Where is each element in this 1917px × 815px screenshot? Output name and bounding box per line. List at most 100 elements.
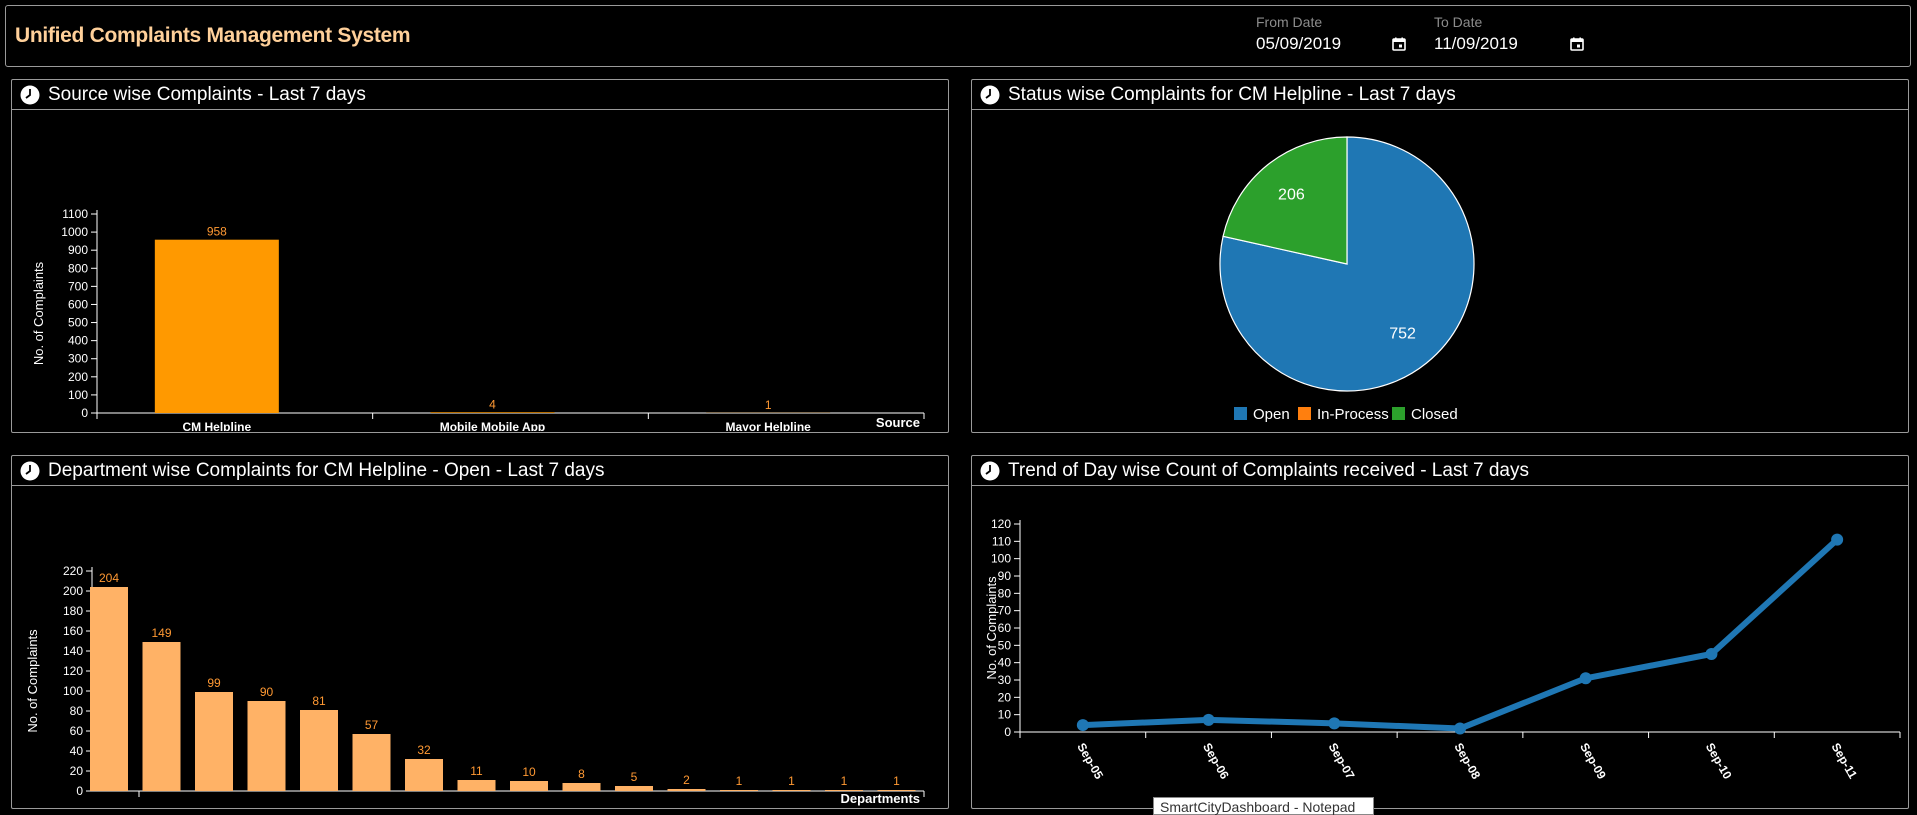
data-label: 2 xyxy=(683,773,690,787)
data-label: 8 xyxy=(578,767,585,781)
panel-title: Source wise Complaints - Last 7 days xyxy=(48,83,366,105)
y-tick-label: 700 xyxy=(68,279,88,293)
bar xyxy=(510,781,548,791)
data-point xyxy=(1076,719,1089,732)
slice-label: 752 xyxy=(1389,325,1416,342)
x-tick-label: Mobile Mobile App xyxy=(440,420,546,431)
bar xyxy=(300,710,338,791)
y-tick-label: 120 xyxy=(63,664,83,678)
x-axis-label: Source xyxy=(876,415,920,430)
from-date-group: From Date 05/09/2019 xyxy=(1256,14,1406,54)
data-label: 1 xyxy=(736,774,743,788)
y-tick-label: 20 xyxy=(70,764,84,778)
y-tick-label: 600 xyxy=(68,297,88,311)
data-label: 4 xyxy=(489,397,496,411)
to-date-group: To Date 11/09/2019 xyxy=(1434,14,1584,54)
x-tick-label: Sep-05 xyxy=(1074,741,1106,782)
data-point xyxy=(1579,672,1592,685)
data-label: 1 xyxy=(788,774,795,788)
y-axis-label: No. of Complaints xyxy=(984,576,999,680)
bar xyxy=(154,239,279,413)
app-title: Unified Complaints Management System xyxy=(15,24,411,47)
bar xyxy=(405,759,443,791)
department-bar-chart: 0 20 40 60 80 100 120 140 160 180 200 220 No. of Com… xyxy=(25,564,925,806)
data-label: 90 xyxy=(260,685,274,699)
calendar-icon[interactable] xyxy=(1570,37,1584,51)
y-tick-label: 30 xyxy=(998,673,1012,687)
to-date-value[interactable]: 11/09/2019 xyxy=(1434,34,1518,53)
data-label: 32 xyxy=(417,743,431,757)
y-tick-label: 0 xyxy=(76,784,83,798)
y-tick-label: 40 xyxy=(998,656,1012,670)
y-tick-label: 140 xyxy=(63,644,83,658)
from-date-field[interactable]: 05/09/2019 xyxy=(1256,34,1406,54)
y-tick-label: 10 xyxy=(998,708,1012,722)
y-tick-label: 220 xyxy=(63,564,83,578)
data-label: 149 xyxy=(151,626,171,640)
clock-icon xyxy=(980,461,1000,480)
clock-icon xyxy=(980,85,1000,104)
data-point xyxy=(1202,713,1215,726)
data-label: 11 xyxy=(470,764,483,778)
y-tick-label: 90 xyxy=(998,569,1012,583)
panel-title: Department wise Complaints for CM Helpli… xyxy=(48,459,605,481)
clock-icon xyxy=(20,85,40,104)
y-tick-label: 900 xyxy=(68,243,88,257)
data-label: 10 xyxy=(522,765,536,779)
bar xyxy=(142,642,181,791)
x-tick-label: Sep-08 xyxy=(1451,741,1483,782)
series-line xyxy=(1082,537,1840,732)
trend-panel: Trend of Day wise Count of Complaints re… xyxy=(971,455,1909,809)
bar xyxy=(562,783,601,791)
to-date-field[interactable]: 11/09/2019 xyxy=(1434,34,1584,54)
trend-line-chart: 0 10 20 30 40 50 60 70 80 90 100 110 120 No. of Compl… xyxy=(984,517,1901,782)
legend-swatch xyxy=(1392,407,1405,420)
from-date-value[interactable]: 05/09/2019 xyxy=(1256,34,1342,53)
y-tick-label: 1000 xyxy=(61,225,88,239)
y-tick-label: 300 xyxy=(68,352,88,366)
data-label: 99 xyxy=(207,676,221,690)
data-point xyxy=(1705,648,1718,660)
data-label: 5 xyxy=(631,770,638,784)
y-tick-label: 110 xyxy=(992,534,1011,548)
pie-slice xyxy=(1222,136,1348,265)
y-tick-label: 200 xyxy=(63,584,83,598)
panel-title: Status wise Complaints for CM Helpline -… xyxy=(1008,83,1456,105)
bar xyxy=(430,412,555,413)
y-tick-label: 100 xyxy=(63,684,83,698)
panel-header: Status wise Complaints for CM Helpline -… xyxy=(972,80,1908,110)
x-axis-label: Departments xyxy=(841,791,920,806)
bar xyxy=(247,701,286,791)
y-tick-label: 160 xyxy=(63,624,83,638)
source-bar-chart: 0 100 200 300 400 500 600 700 800 900 1000 1100 No. … xyxy=(31,207,925,431)
data-label: 1 xyxy=(893,774,900,788)
data-point xyxy=(1454,722,1466,735)
legend-label: Closed xyxy=(1411,406,1458,423)
bar xyxy=(772,790,811,791)
legend-label: In-Process xyxy=(1317,406,1389,423)
y-tick-label: 0 xyxy=(81,406,88,420)
taskbar-tooltip: SmartCityDashboard - Notepad xyxy=(1153,797,1374,815)
clock-icon xyxy=(20,461,40,480)
y-tick-label: 200 xyxy=(68,370,88,384)
x-tick-label: Sep-11 xyxy=(1829,741,1861,782)
app-header: Unified Complaints Management System Fro… xyxy=(5,5,1911,67)
x-tick-label: Sep-07 xyxy=(1326,741,1358,782)
y-tick-label: 100 xyxy=(991,552,1011,566)
legend-label: Open xyxy=(1253,406,1290,423)
panel-header: Source wise Complaints - Last 7 days xyxy=(12,80,948,110)
slice-label: 206 xyxy=(1278,187,1305,204)
y-tick-label: 50 xyxy=(998,638,1012,652)
y-tick-label: 120 xyxy=(991,517,1011,531)
y-tick-label: 100 xyxy=(68,388,88,402)
calendar-icon[interactable] xyxy=(1392,37,1406,51)
y-tick-label: 40 xyxy=(70,744,84,758)
bar xyxy=(352,734,391,791)
department-panel: Department wise Complaints for CM Helpli… xyxy=(11,455,949,809)
bar xyxy=(720,790,758,791)
y-tick-label: 60 xyxy=(998,621,1012,635)
panel-header: Trend of Day wise Count of Complaints re… xyxy=(972,456,1908,486)
y-tick-label: 80 xyxy=(70,704,84,718)
data-label: 204 xyxy=(99,571,119,585)
x-tick-label: Mayor Helpline xyxy=(725,420,811,431)
